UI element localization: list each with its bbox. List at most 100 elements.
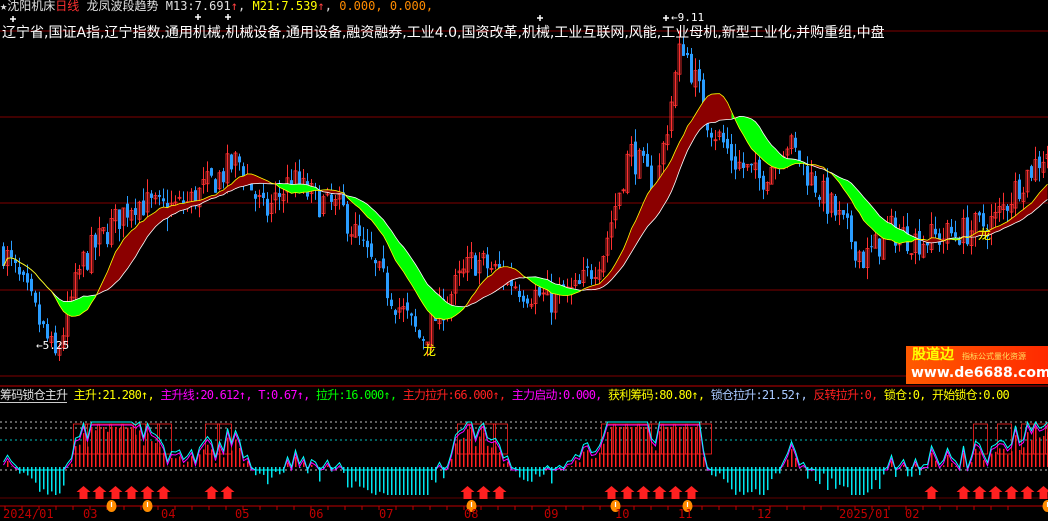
histogram-bar [387,467,389,495]
ma-ribbon-segment [712,94,716,123]
candle-body [42,321,45,324]
histogram-bar [931,453,933,467]
histogram-bar [219,449,221,467]
candle-body [394,310,397,315]
ma-ribbon-segment [748,117,752,148]
candle-body [698,69,701,81]
histogram-bar [127,428,129,467]
indicator-value: 锁仓拉升:21.52↑, [711,388,807,402]
histogram-bar [471,427,473,467]
x-tick-label: 07 [379,508,393,520]
histogram-bar [139,430,141,467]
histogram-bar [591,459,593,467]
histogram-bar [999,448,1001,467]
histogram-bar [295,457,297,467]
candle-body [634,142,637,175]
histogram-bar [215,463,217,467]
histogram-bar [739,467,741,492]
buy-arrow-icon [973,486,987,499]
histogram-bar [147,433,149,467]
x-tick-label: 02 [905,508,919,520]
candle-body [578,280,581,284]
candle-body [842,210,845,215]
candle-body [742,163,745,168]
histogram-bar [699,429,701,467]
x-tick-label: 03 [83,508,97,520]
histogram-bar [815,467,817,481]
candle-body [590,270,593,279]
candle-body [538,287,541,296]
histogram-bar [391,467,393,495]
candle-body [982,213,985,226]
ma-ribbon-segment [756,122,760,156]
candle-body [682,44,685,56]
histogram-bar [523,467,525,480]
histogram-bar [955,466,957,467]
histogram-bar [183,465,185,467]
candle-body [150,194,153,198]
histogram-bar [419,467,421,495]
indicator-value: 获利筹码:80.80↑, [608,388,704,402]
candle-body [806,166,809,186]
m13-value: 7.691 [195,0,231,13]
histogram-bar [95,430,97,467]
candle-body [722,133,725,142]
histogram-bar [643,427,645,467]
histogram-bar [747,467,749,492]
ma-ribbon-segment [716,94,720,123]
stock-name[interactable]: 沈阳机床 [7,0,55,13]
candle-body [814,176,817,193]
candle-body [586,266,589,267]
candle-body [750,164,753,165]
ma-ribbon-segment [632,221,636,252]
ma-ribbon-segment [672,151,676,192]
candle-body [850,215,853,242]
histogram-bar [239,448,241,467]
histogram-bar [375,467,377,495]
x-tick-label: 09 [544,508,558,520]
histogram-bar [47,467,49,495]
candle-body [230,155,233,170]
histogram-bar [527,467,529,481]
ma-ribbon-segment [932,238,936,243]
ma-ribbon-segment [124,235,128,274]
period-label[interactable]: 日线 [55,0,79,13]
indicator-value: 开始锁仓:0.00 [932,388,1009,402]
indicator-value: 拉升:16.000↑, [316,388,396,402]
histogram-bar [263,467,265,475]
buy-arrow-icon [1021,486,1035,499]
histogram-bar [379,467,381,492]
candle-body [358,225,361,236]
candle-body [486,254,489,268]
histogram-bar [175,458,177,467]
histogram-bar [423,467,425,495]
ma-ribbon-segment [140,221,144,250]
histogram-bar [531,467,533,482]
buy-arrow-icon [605,486,619,499]
candle-body [346,204,349,234]
ma-ribbon-segment [700,101,704,130]
buy-arrow-icon [621,486,635,499]
histogram-bar [159,447,161,467]
histogram-bar [59,467,61,493]
histogram-bar [411,467,413,495]
histogram-bar [231,451,233,467]
histogram-bar [475,446,477,467]
histogram-bar [107,432,109,467]
indicator-name[interactable]: 筹码锁仓主升 [0,388,67,403]
candle-body [518,291,521,297]
histogram-bar [275,467,277,472]
up-arrow-icon: ↑ [318,0,325,13]
ma-ribbon-segment [148,214,152,236]
histogram-bar [979,451,981,467]
histogram-bar [647,427,649,467]
histogram-bar [39,467,41,492]
histogram-bar [399,467,401,495]
x-tick-label: 2025/01 [839,508,890,520]
candle-body [134,208,137,215]
histogram-bar [583,452,585,467]
ma-ribbon-segment [72,300,76,317]
candle-body [978,212,981,215]
histogram-bar [155,443,157,467]
